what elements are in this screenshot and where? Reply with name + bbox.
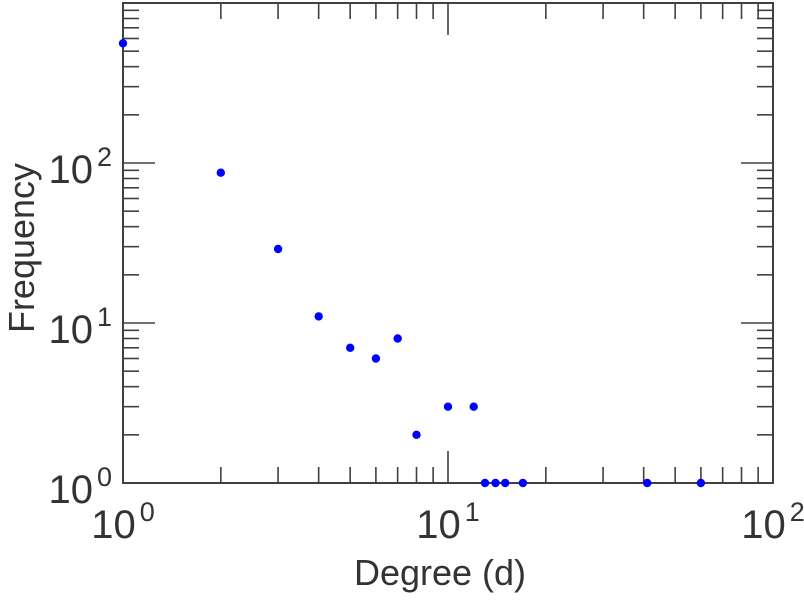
- y-tick-label: 10 1: [48, 302, 112, 352]
- data-point: [491, 478, 500, 488]
- data-point: [412, 430, 421, 439]
- y-axis-label: Frequency: [1, 163, 42, 333]
- data-point: [216, 168, 225, 177]
- x-axis-label: Degree (d): [354, 552, 526, 593]
- tick-labels: 10 0 10 1 10 2 10 0 10 1 10 2: [48, 142, 804, 547]
- data-point: [696, 478, 706, 488]
- data-point: [469, 402, 478, 411]
- data-points: [118, 39, 706, 488]
- y-tick-label: 10 0: [48, 462, 112, 512]
- x-tick-label: 10 2: [741, 497, 804, 547]
- y-tick-label: 10 2: [48, 142, 112, 192]
- plot-frame: [122, 2, 774, 484]
- data-point: [118, 39, 128, 48]
- axis-ticks: [122, 2, 774, 484]
- data-point: [501, 478, 510, 488]
- x-tick-label: 10 1: [416, 497, 480, 547]
- data-point: [371, 354, 381, 363]
- data-point: [443, 402, 453, 411]
- data-point: [393, 334, 402, 343]
- data-point: [273, 244, 283, 254]
- data-point: [346, 343, 355, 352]
- x-tick-label: 10 0: [91, 497, 155, 547]
- data-point: [314, 312, 323, 321]
- data-point: [480, 478, 490, 488]
- data-point: [518, 478, 528, 488]
- data-point: [643, 478, 652, 488]
